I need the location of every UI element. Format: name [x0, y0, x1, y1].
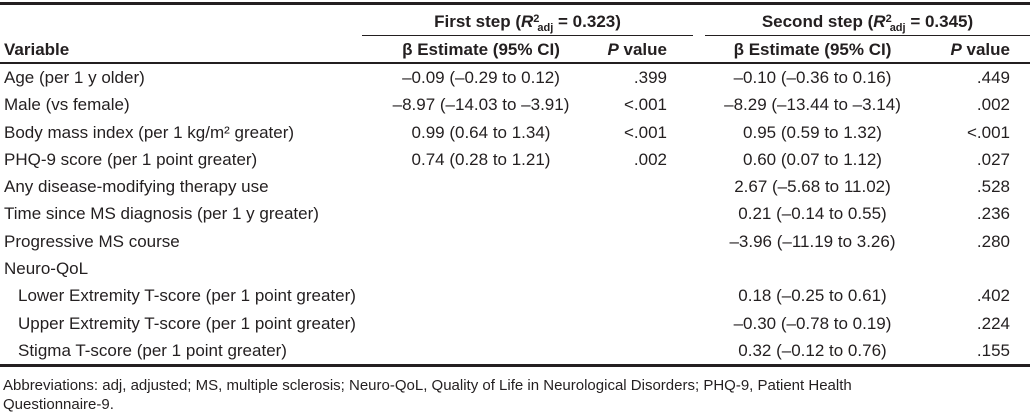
step2-pvalue-cell: .528: [976, 177, 1010, 197]
variable-cell: Neuro-QoL: [4, 258, 89, 278]
variable-cell: Any disease-modifying therapy use: [4, 177, 269, 197]
step2-estimate-cell: 2.67 (–5.68 to 11.02): [734, 177, 891, 197]
footnote-line: Questionnaire-9.: [3, 395, 114, 413]
step2-estimate-cell: 0.18 (–0.25 to 0.61): [738, 286, 887, 306]
step2-pvalue-column-header: P value: [920, 41, 1030, 58]
variable-cell: Time since MS diagnosis (per 1 y greater…: [4, 204, 319, 224]
p-rest: value: [961, 39, 1010, 59]
step2-estimate-cell: 0.95 (0.59 to 1.32): [743, 122, 882, 142]
step2-estimate-cell: –0.30 (–0.78 to 0.19): [733, 313, 892, 333]
table-header-spanners: First step (R2adj = 0.323) Second step (…: [0, 5, 1030, 36]
step1-pvalue-column-header: P value: [600, 41, 693, 58]
step1-pvalue-cell: <.001: [623, 122, 667, 142]
step2-pvalue-cell: .236: [976, 204, 1010, 224]
table-row-section-neuro-qol: Neuro-QoL: [0, 255, 1030, 282]
step2-pvalue-cell: .224: [976, 313, 1010, 333]
table-row: Age (per 1 y older) –0.09 (–0.29 to 0.12…: [0, 64, 1030, 91]
table-body: Age (per 1 y older) –0.09 (–0.29 to 0.12…: [0, 64, 1030, 364]
step2-pvalue-cell: <.001: [966, 122, 1010, 142]
variable-cell: Stigma T-score (per 1 point greater): [18, 340, 287, 360]
step2-pvalue-cell: .027: [976, 149, 1010, 169]
step2-pvalue-cell: .002: [976, 95, 1010, 115]
variable-cell: Progressive MS course: [4, 231, 180, 251]
r-squared-variable: R: [521, 11, 534, 31]
table-row: Body mass index (per 1 kg/m² greater) 0.…: [0, 119, 1030, 146]
table-rule-bottom: [0, 364, 1030, 367]
first-step-label-prefix: First step (: [434, 11, 521, 31]
step1-estimate-column-header: β Estimate (95% CI): [402, 39, 560, 59]
p-italic: P: [607, 39, 619, 59]
table-footnote: Abbreviations: adj, adjusted; MS, multip…: [0, 376, 1030, 414]
table-row: Stigma T-score (per 1 point greater) 0.3…: [0, 337, 1030, 364]
variable-cell: Age (per 1 y older): [4, 68, 145, 88]
variable-column-header: Variable: [4, 39, 70, 59]
table-rule-top: [0, 2, 1030, 5]
second-step-group-heading: Second step (R2adj = 0.345): [705, 11, 1030, 36]
variable-cell: PHQ-9 score (per 1 point greater): [4, 149, 258, 169]
step2-pvalue-cell: .402: [976, 286, 1010, 306]
r-squared-variable: R: [873, 11, 886, 31]
table-row: Lower Extremity T-score (per 1 point gre…: [0, 282, 1030, 309]
step1-estimate-cell: –8.97 (–14.03 to –3.91): [392, 95, 570, 115]
table-row: Progressive MS course –3.96 (–11.19 to 3…: [0, 228, 1030, 255]
table-rule-header-bottom: [0, 61, 1030, 64]
variable-cell: Body mass index (per 1 kg/m² greater): [4, 122, 295, 142]
p-rest: value: [618, 39, 667, 59]
variable-cell: Lower Extremity T-score (per 1 point gre…: [18, 286, 356, 306]
first-step-label-suffix: = 0.323): [553, 11, 621, 31]
variable-cell: Male (vs female): [4, 95, 130, 115]
table-row: Any disease-modifying therapy use 2.67 (…: [0, 173, 1030, 200]
step2-estimate-cell: 0.21 (–0.14 to 0.55): [738, 204, 887, 224]
table-row: Male (vs female) –8.97 (–14.03 to –3.91)…: [0, 91, 1030, 118]
step1-pvalue-cell: <.001: [623, 95, 667, 115]
table-row: Upper Extremity T-score (per 1 point gre…: [0, 309, 1030, 336]
table-row: Time since MS diagnosis (per 1 y greater…: [0, 200, 1030, 227]
table-column-headers: Variable β Estimate (95% CI) P value β E…: [0, 36, 1030, 62]
r-squared-subscript-adj: adj: [889, 21, 906, 34]
step2-estimate-cell: 0.60 (0.07 to 1.12): [743, 149, 882, 169]
step1-estimate-cell: 0.99 (0.64 to 1.34): [411, 122, 551, 142]
footnote-line: Abbreviations: adj, adjusted; MS, multip…: [3, 376, 852, 394]
step1-pvalue-cell: .399: [633, 68, 667, 88]
step1-pvalue-cell: .002: [633, 149, 667, 169]
step2-estimate-column-header: β Estimate (95% CI): [733, 39, 892, 59]
step2-pvalue-cell: .280: [976, 231, 1010, 251]
step1-estimate-cell: –0.09 (–0.29 to 0.12): [402, 68, 560, 88]
step1-estimate-cell: 0.74 (0.28 to 1.21): [411, 149, 551, 169]
p-italic: P: [950, 39, 962, 59]
step2-estimate-cell: –0.10 (–0.36 to 0.16): [733, 68, 892, 88]
r-squared-superscript: 2: [533, 12, 540, 25]
variable-cell: Upper Extremity T-score (per 1 point gre…: [18, 313, 356, 333]
second-step-label-suffix: = 0.345): [905, 11, 974, 31]
first-step-group-heading: First step (R2adj = 0.323): [362, 11, 693, 36]
r-squared-superscript: 2: [885, 12, 892, 25]
step2-estimate-cell: –3.96 (–11.19 to 3.26): [729, 231, 896, 251]
step2-pvalue-cell: .155: [976, 340, 1010, 360]
r-squared-subscript-adj: adj: [537, 21, 554, 34]
step2-pvalue-cell: .449: [976, 68, 1010, 88]
step2-estimate-cell: 0.32 (–0.12 to 0.76): [738, 340, 887, 360]
table-row: PHQ-9 score (per 1 point greater) 0.74 (…: [0, 146, 1030, 173]
second-step-label-prefix: Second step (: [761, 11, 874, 31]
step2-estimate-cell: –8.29 (–13.44 to –3.14): [724, 95, 901, 115]
